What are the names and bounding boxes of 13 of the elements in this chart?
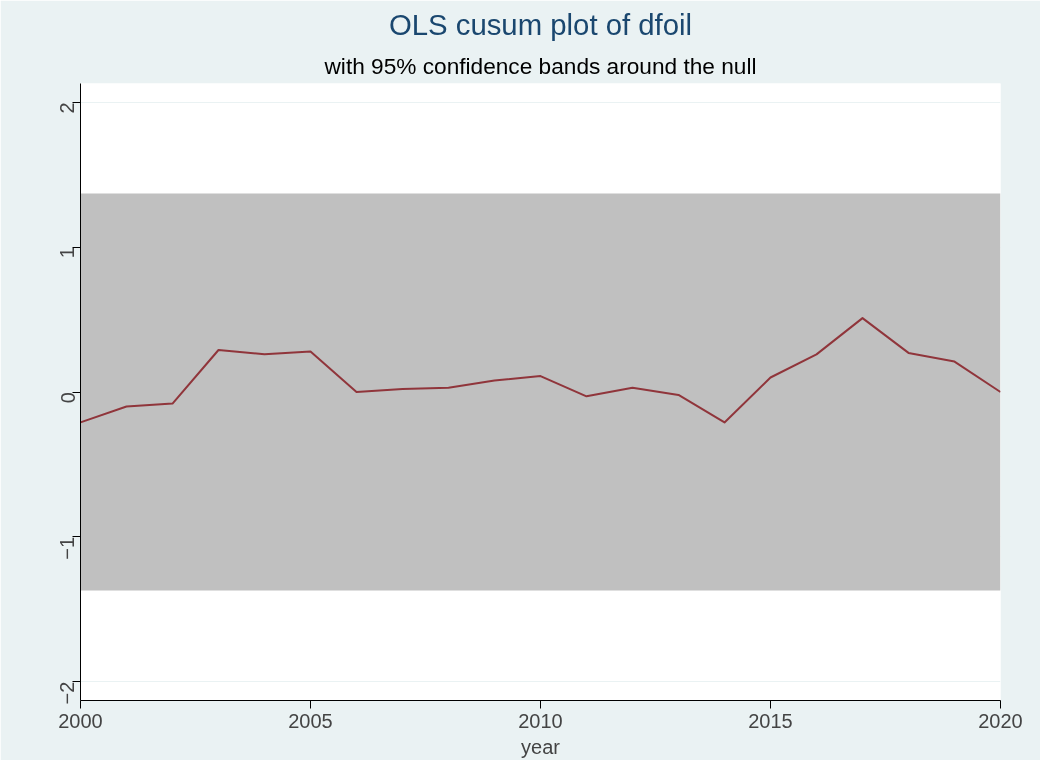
y-tick-label: −2 bbox=[56, 681, 79, 705]
chart-title: OLS cusum plot of dfoil bbox=[388, 7, 693, 41]
y-tick-label: 2 bbox=[56, 102, 79, 114]
x-tick-label: 2015 bbox=[748, 709, 793, 732]
y-tick-label: −1 bbox=[56, 536, 79, 560]
x-tick-label: 2000 bbox=[58, 709, 103, 732]
chart-subtitle: with 95% confidence bands around the null bbox=[323, 52, 757, 79]
y-tick-label: 0 bbox=[56, 392, 79, 404]
x-tick-label: 2005 bbox=[288, 709, 333, 732]
x-tick-label: 2020 bbox=[978, 709, 1023, 732]
y-tick-label: 1 bbox=[56, 247, 79, 259]
x-tick-label: 2010 bbox=[518, 709, 563, 732]
x-axis-title: year bbox=[521, 735, 561, 758]
